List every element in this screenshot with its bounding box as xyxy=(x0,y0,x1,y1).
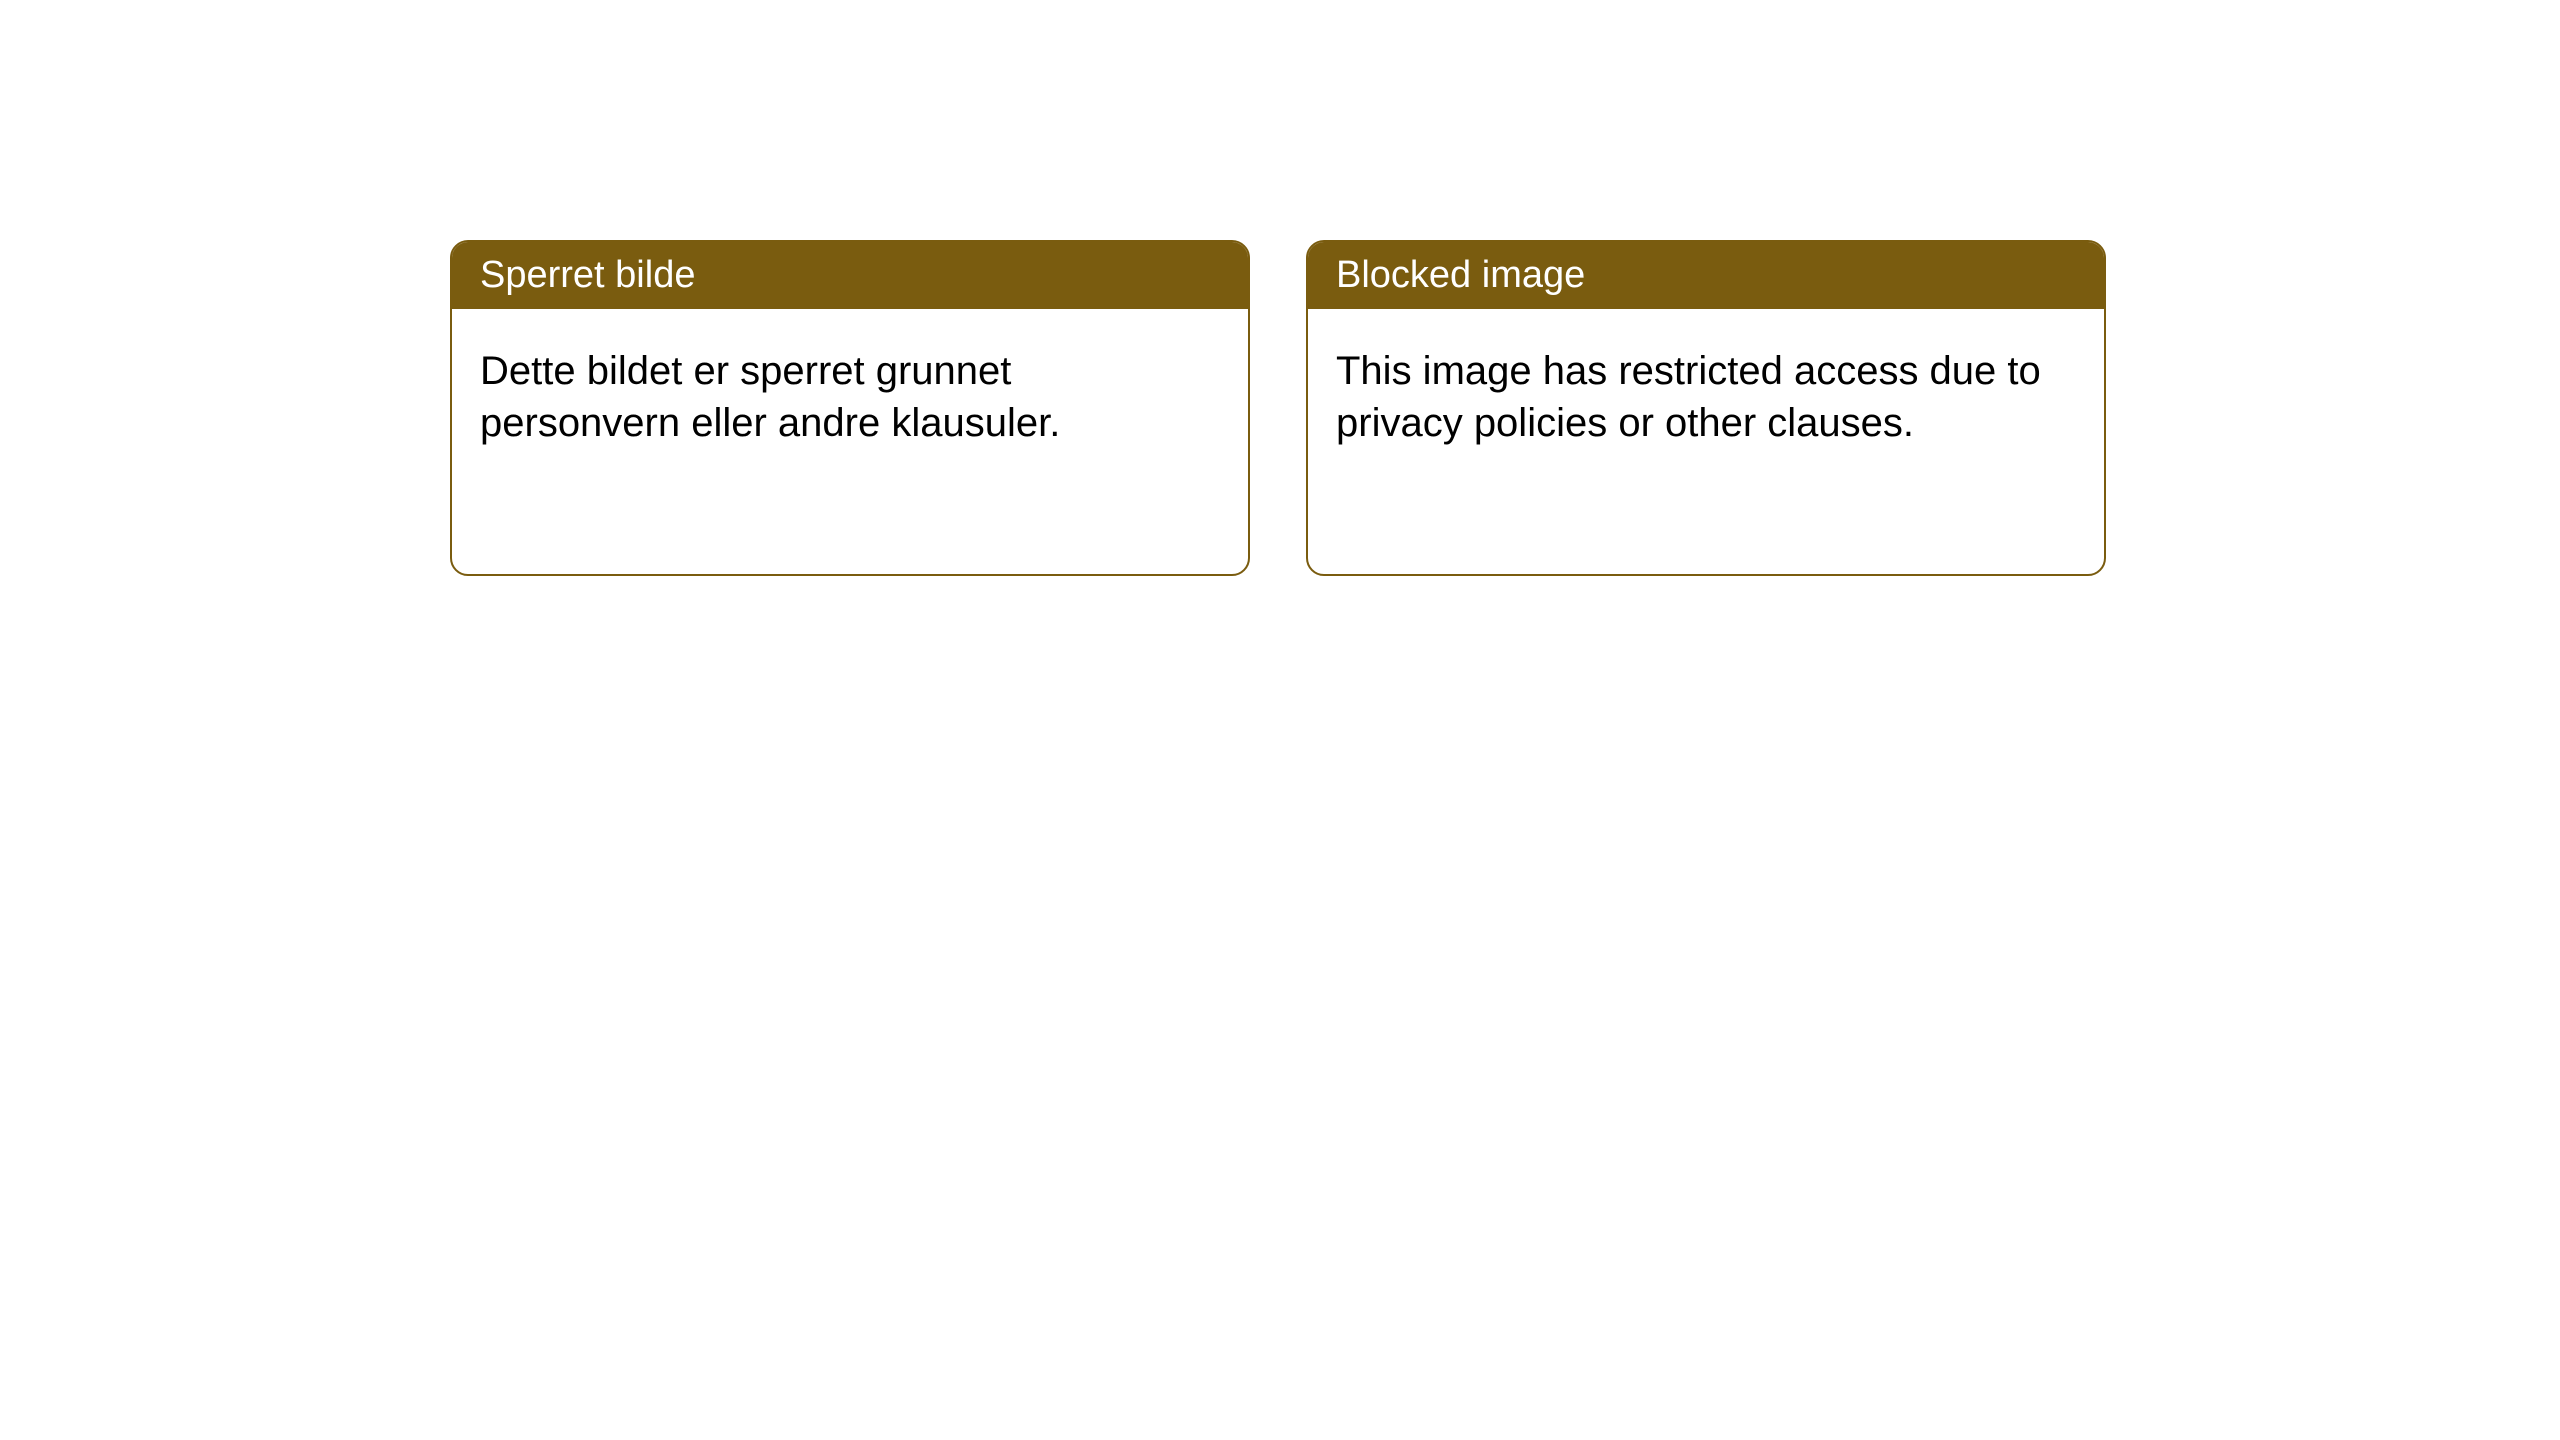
notice-body: Dette bildet er sperret grunnet personve… xyxy=(452,309,1248,485)
notice-title: Sperret bilde xyxy=(480,254,695,296)
notice-body-text: This image has restricted access due to … xyxy=(1336,349,2041,445)
notice-container: Sperret bilde Dette bildet er sperret gr… xyxy=(0,0,2560,576)
notice-header: Blocked image xyxy=(1308,242,2104,309)
notice-body-text: Dette bildet er sperret grunnet personve… xyxy=(480,349,1060,445)
notice-header: Sperret bilde xyxy=(452,242,1248,309)
notice-body: This image has restricted access due to … xyxy=(1308,309,2104,485)
notice-card-norwegian: Sperret bilde Dette bildet er sperret gr… xyxy=(450,240,1250,576)
notice-card-english: Blocked image This image has restricted … xyxy=(1306,240,2106,576)
notice-title: Blocked image xyxy=(1336,254,1585,296)
